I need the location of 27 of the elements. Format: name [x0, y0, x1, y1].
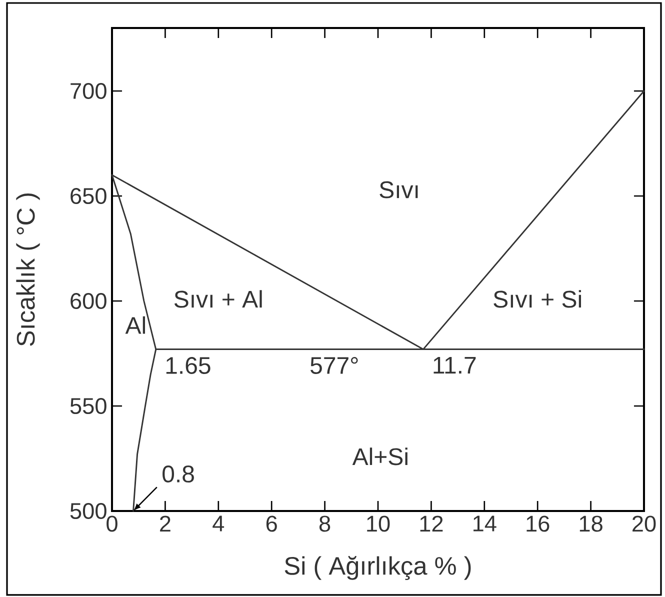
x-tick-label: 20 [632, 516, 656, 532]
y-tick-label: 650 [70, 188, 106, 204]
y-tick-label: 500 [70, 502, 106, 520]
y-axis-title: Sıcaklık ( °C ) [16, 194, 40, 346]
x-tick-label: 2 [160, 516, 170, 532]
x-tick-label: 14 [474, 516, 496, 532]
annotation: 1.65 [166, 356, 210, 374]
x-tick-label: 12 [420, 516, 443, 532]
x-tick-label: 8 [319, 516, 330, 532]
y-tick-label: 550 [70, 398, 106, 414]
y-tick-label: 700 [70, 82, 106, 100]
annotation: 11.7 [434, 356, 476, 374]
annotation: Sıvı + Al [174, 290, 262, 308]
annotation: 577° [310, 356, 358, 374]
annotation: Al+Si [352, 448, 408, 466]
x-tick-label: 16 [526, 516, 550, 532]
x-tick-label: 6 [266, 516, 277, 532]
annotation: Al [125, 316, 146, 334]
x-tick-label: 10 [367, 516, 390, 532]
annotation: 0.8 [162, 465, 194, 482]
y-tick-label: 600 [70, 292, 106, 310]
annotation: Sıvı + Si [494, 290, 581, 308]
x-tick-label: 4 [212, 516, 224, 532]
x-tick-label: 18 [580, 516, 602, 532]
annotation: Sıvı [380, 181, 418, 198]
x-tick-label: 0 [106, 516, 118, 532]
x-axis-title: Si ( Ağırlıkça % ) [284, 556, 471, 580]
